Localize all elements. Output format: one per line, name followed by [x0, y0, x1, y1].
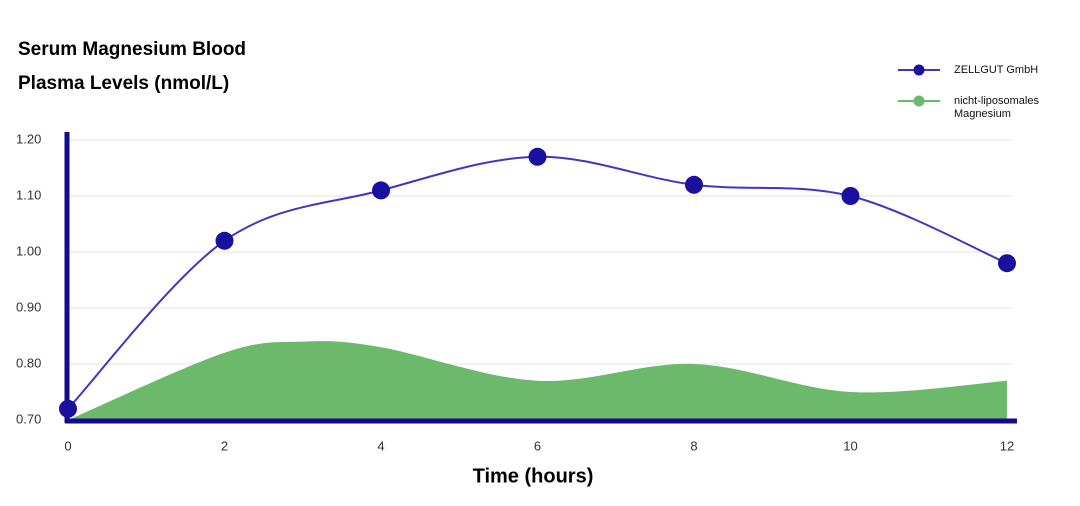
y-tick-label: 1.10: [16, 187, 41, 202]
chart-title: Serum Magnesium Blood: [18, 39, 246, 60]
x-tick-label: 0: [64, 438, 71, 453]
y-tick-label: 1.00: [16, 243, 41, 258]
marker: [841, 187, 860, 205]
x-axis-label: Time (hours): [473, 465, 594, 487]
x-tick-label: 8: [690, 438, 697, 453]
legend-marker: [913, 64, 925, 76]
legend: ZELLGUT GmbH nicht-liposomales Magnesium: [896, 64, 1066, 139]
legend-symbol: [898, 95, 940, 107]
x-tick-label: 10: [843, 438, 857, 453]
y-tick-label: 0.90: [16, 299, 41, 314]
legend-label: ZELLGUT GmbH: [954, 64, 1039, 76]
chart-title: Plasma Levels (nmol/L): [18, 73, 229, 94]
legend-item: nicht-liposomales Magnesium: [896, 95, 1066, 121]
legend-item: ZELLGUT GmbH: [896, 64, 1066, 77]
x-tick-label: 4: [377, 438, 384, 453]
legend-marker: [913, 95, 925, 107]
x-tick-label: 6: [534, 438, 541, 453]
marker: [685, 175, 703, 194]
legend-label: nicht-liposomales Magnesium: [954, 95, 1039, 120]
legend-symbol: [898, 64, 940, 76]
marker: [59, 399, 77, 418]
area: [68, 341, 1007, 420]
y-tick-label: 1.20: [16, 131, 41, 146]
y-tick-label: 0.80: [16, 355, 41, 370]
y-tick-label: 0.70: [16, 411, 41, 426]
x-tick-label: 12: [1000, 438, 1014, 453]
marker: [215, 231, 234, 250]
marker: [372, 181, 390, 200]
marker: [998, 254, 1016, 273]
marker: [528, 147, 547, 166]
x-tick-label: 2: [221, 438, 228, 453]
